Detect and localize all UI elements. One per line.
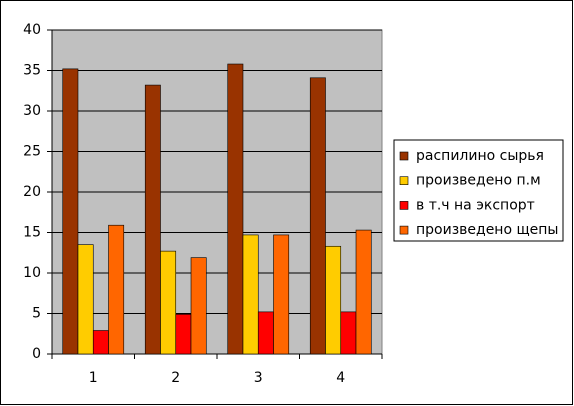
legend-label: в т.ч на экспорт [416,197,535,213]
bar [227,63,244,355]
y-tick-label: 10 [23,265,41,281]
x-tick-label: 3 [254,370,263,386]
bar [273,234,290,355]
legend-swatch [399,201,409,210]
bar [355,229,372,355]
bar [190,257,207,355]
bar [77,244,94,355]
y-tick-label: 40 [23,22,41,38]
bar [340,311,357,355]
bar [242,234,259,355]
legend-label: распилино сырья [416,148,544,164]
bar [309,77,326,355]
bar [325,245,342,355]
bar [160,250,177,355]
bar [257,311,274,355]
y-tick-label: 30 [23,103,41,119]
x-tick-label: 4 [336,370,345,386]
x-tick-label: 1 [89,370,98,386]
y-tick-label: 20 [23,184,41,200]
x-tick-label: 2 [171,370,180,386]
bar [108,224,125,355]
y-tick-label: 15 [23,225,41,241]
y-tick-label: 25 [23,144,41,160]
y-tick-label: 35 [23,63,41,79]
legend-label: произведено п.м [416,173,541,189]
legend-swatch [399,176,409,185]
legend-swatch [399,225,409,235]
y-tick-label: 0 [32,346,41,362]
bar [144,84,161,355]
bar [92,330,109,355]
legend-box [393,139,564,242]
bar [62,68,79,355]
y-tick-label: 5 [32,306,41,322]
legend-swatch [399,151,409,161]
legend-label: произведено щепы [416,222,558,238]
bar [175,314,192,355]
